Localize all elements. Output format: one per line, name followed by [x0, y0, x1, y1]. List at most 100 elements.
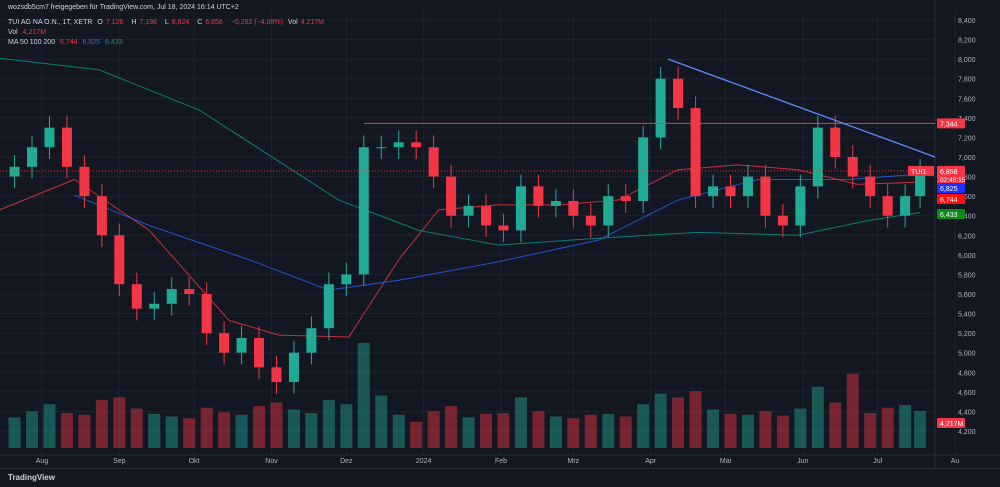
- volume-bar: [375, 395, 388, 448]
- volume-bar: [864, 413, 877, 448]
- ma100-badge: 6,825: [940, 186, 958, 193]
- volume-bar: [549, 416, 562, 448]
- volume-bar: [567, 418, 580, 448]
- y-tick-label: 4,200: [958, 429, 976, 436]
- x-tick-label: Jul: [873, 458, 882, 465]
- volume-bar: [427, 411, 440, 448]
- candle-body: [288, 352, 299, 383]
- volume-bar: [914, 411, 927, 448]
- candle-body: [915, 170, 926, 197]
- x-tick-label: Feb: [495, 458, 507, 465]
- candle-body: [550, 201, 561, 206]
- volume-legend[interactable]: Vol 4,217M: [8, 29, 49, 36]
- shared-by-text: wozsdb5cm7 freigegeben für TradingView.c…: [8, 4, 239, 11]
- y-tick-label: 5,600: [958, 292, 976, 299]
- candle-body: [44, 127, 55, 148]
- candle-body: [515, 186, 526, 231]
- volume-bar: [78, 414, 91, 448]
- footer: TradingView: [0, 468, 1000, 487]
- volume-bar: [253, 406, 266, 448]
- last-price-badge: 6,858: [940, 169, 958, 176]
- vol-label: Vol: [287, 19, 298, 26]
- change-value: −0,292 (−4,08%): [230, 19, 283, 26]
- x-tick-label: Mai: [720, 458, 732, 465]
- volume-bar: [305, 413, 318, 448]
- y-tick-label: 8,200: [958, 38, 976, 45]
- ma100-badge-bg: [937, 183, 965, 193]
- symbol-tag-bg: [908, 165, 934, 176]
- y-tick-label: 7,000: [958, 155, 976, 162]
- y-tick-label: 5,000: [958, 351, 976, 358]
- volume-bar: [410, 421, 423, 448]
- volume-bar: [741, 414, 754, 448]
- volume-indicator-label: Vol: [8, 29, 18, 36]
- x-tick-label: Apr: [645, 458, 657, 465]
- volume-bar: [724, 413, 737, 448]
- volume-bar: [759, 411, 772, 448]
- ma-line-ma200: [0, 57, 921, 246]
- candle-body: [131, 284, 142, 309]
- candle-body: [446, 176, 457, 216]
- volume-bar: [672, 397, 685, 448]
- volume-bar: [235, 414, 248, 448]
- y-tick-label: 8,000: [958, 57, 976, 64]
- volume-bar: [794, 408, 807, 448]
- ma200-value: 6,433: [105, 39, 123, 46]
- y-tick-label: 6,000: [958, 253, 976, 260]
- x-tick-label: Nov: [265, 458, 278, 465]
- volume-bar: [357, 343, 370, 448]
- ma-line-ma100: [74, 173, 921, 291]
- y-tick-label: 6,600: [958, 194, 976, 201]
- candle-body: [568, 201, 579, 216]
- volume-bar: [602, 413, 615, 448]
- candle-body: [376, 147, 387, 149]
- volume-badge: 4,217M: [940, 421, 964, 428]
- volume-bar: [113, 397, 126, 448]
- y-tick-label: 6,400: [958, 214, 976, 221]
- candle-body: [393, 142, 404, 148]
- candle-body: [271, 367, 282, 383]
- candle-body: [777, 215, 788, 226]
- candle-body: [166, 289, 177, 304]
- volume-bar: [689, 391, 702, 448]
- ma50-value: 6,744: [60, 39, 78, 46]
- candle-body: [9, 166, 20, 177]
- price-chart[interactable]: 8,400 8,200 8,000 7,800 7,600 7,400 7,200 7,000…: [0, 0, 1000, 468]
- candle-body: [463, 205, 474, 216]
- y-tick-label: 6,800: [958, 175, 976, 182]
- volume-bar: [8, 417, 21, 448]
- candle-body: [358, 147, 369, 275]
- volume-bar: [270, 402, 283, 448]
- volume-bar: [829, 402, 842, 448]
- volume-bar: [43, 404, 56, 448]
- tradingview-logo[interactable]: TradingView: [8, 473, 55, 482]
- ma-legend[interactable]: MA 50 100 200 6,744 6,825 6,433: [8, 39, 126, 46]
- candle-body: [96, 196, 107, 236]
- low-label: L: [164, 19, 169, 26]
- candle-body: [638, 137, 649, 202]
- candle-body: [603, 196, 614, 226]
- candle-body: [690, 108, 701, 197]
- y-tick-label: 5,800: [958, 272, 976, 279]
- y-tick-label: 7,600: [958, 96, 976, 103]
- candle-body: [620, 196, 631, 202]
- ma200-badge: 6,433: [940, 212, 958, 219]
- candle-body: [184, 289, 195, 294]
- vol-value: 4,217M: [300, 19, 324, 26]
- candle-body: [306, 328, 317, 353]
- candle-body: [742, 176, 753, 197]
- candle-body: [865, 176, 876, 197]
- candle-body: [114, 235, 125, 285]
- volume-bar: [392, 414, 405, 448]
- volume-bar: [497, 413, 510, 448]
- last-price-badge-countdown: 02:45:15: [940, 177, 966, 184]
- x-tick-label: Okt: [189, 458, 200, 465]
- candle-body: [219, 333, 230, 353]
- y-tick-label: 7,200: [958, 135, 976, 142]
- volume-bar: [811, 386, 824, 448]
- y-tick-label: 8,400: [958, 18, 976, 25]
- candle-body: [236, 338, 247, 353]
- symbol-name[interactable]: TUI AG NA O.N., 1T, XETR: [8, 19, 93, 26]
- level-price-badge: 7,344: [940, 121, 958, 128]
- volume-bar: [584, 414, 597, 448]
